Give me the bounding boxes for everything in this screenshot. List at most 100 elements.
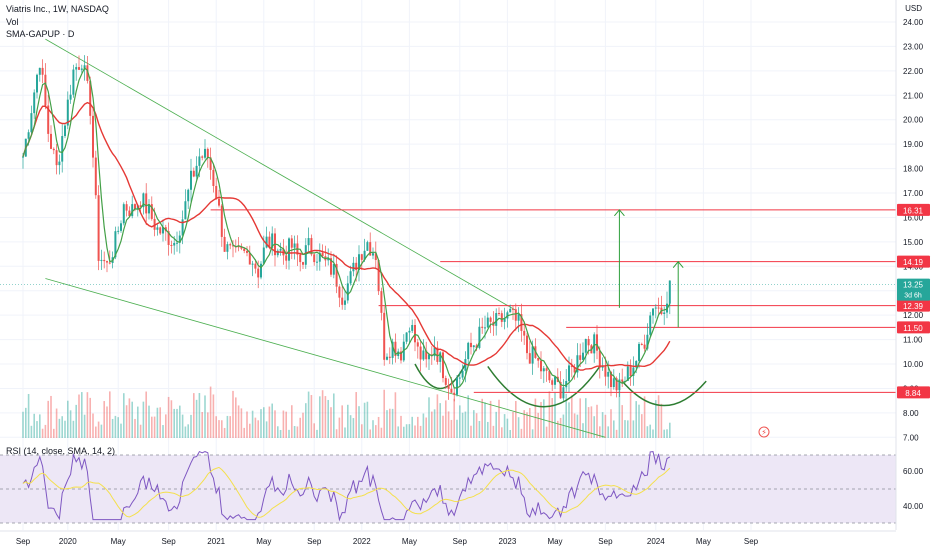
candle-body [596,334,598,351]
symbol-title[interactable]: Viatris Inc., 1W, NASDAQ [6,4,109,14]
volume-bar [629,392,632,438]
volume-bar [361,424,363,438]
volume-bar [498,399,500,438]
candle-body [327,258,330,261]
candle-body [86,65,89,81]
volume-bar [593,416,595,438]
volume-bar [117,417,119,438]
x-tick-label: 2020 [59,537,77,546]
candle-body [456,378,458,395]
candle-body [41,67,44,75]
volume-bar [204,395,206,438]
candle-body [481,326,484,328]
candle-body [551,380,554,385]
volume-bar [557,420,559,438]
candle-body [108,262,111,264]
volume-bar [495,411,497,438]
volume-bar [481,398,483,438]
volume-bar [47,400,49,438]
candle-body [318,252,321,262]
candle-body [58,161,61,166]
volume-bar [543,399,545,438]
candle-body [268,236,271,248]
candle-body [358,254,360,271]
x-tick-label: May [547,537,562,546]
volume-bar [333,393,335,438]
x-tick-label: May [256,537,271,546]
volume-bar [193,393,195,438]
candle-body [162,227,164,234]
candle-body [145,193,148,214]
candle-body [514,309,517,321]
x-tick-label: May [111,537,126,546]
candle-body [442,352,444,379]
volume-bar [383,389,385,438]
candle-body [436,347,439,362]
candle-body [503,318,506,322]
volume-bar [489,400,492,438]
volume-bar [109,391,111,438]
candle-body [374,253,377,261]
level-badge [897,255,930,268]
candle-body [122,204,125,224]
candle-body [50,133,52,149]
volume-bar [559,417,562,438]
volume-bar [41,428,44,438]
candle-body [215,185,218,199]
candle-body [537,357,540,361]
volume-label[interactable]: Vol [6,17,19,27]
volume-bar [319,396,321,438]
candle-body [69,94,72,100]
candle-body [173,242,176,246]
x-tick-label: Sep [598,537,613,546]
volume-bar [484,402,486,438]
volume-bar [657,395,660,438]
candle-body [461,370,464,378]
x-tick-label: 2024 [647,537,665,546]
volume-bar [201,412,203,438]
volume-bar [666,429,668,438]
volume-bar [106,406,108,438]
volume-bars [22,386,671,438]
candle-body [433,347,436,357]
volume-bar [310,395,313,438]
rsi-label[interactable]: RSI (14, close, SMA, 14, 2) [6,446,116,456]
volume-bar [529,408,531,438]
indicator-label[interactable]: SMA-GAPUP · D [6,29,75,39]
candle-body [72,69,75,95]
volume-bar [335,429,338,438]
y-tick-label: 18.00 [903,165,924,174]
candle-body [33,92,36,114]
candle-body [134,204,136,210]
candle-body [66,99,69,126]
volume-bar [386,410,388,438]
volume-bar [442,415,444,438]
volume-bar [139,424,142,438]
target-arrow-head [672,260,684,268]
volume-bar [67,400,69,438]
candle-body [604,366,607,377]
volume-bar [263,407,265,438]
rsi-tick-label: 60.00 [903,467,924,476]
volume-bar [517,417,520,438]
volume-bar [302,412,304,438]
candle-body [540,360,542,372]
candle-body [621,379,624,382]
volume-bar [53,428,55,438]
x-tick-label: 2022 [353,537,371,546]
candle-body [201,156,204,158]
currency-label[interactable]: USD [905,4,922,13]
volume-bar [198,393,201,438]
candle-body [92,115,94,158]
candle-body [582,352,584,360]
volume-bar [131,401,133,438]
candle-body [587,338,590,346]
y-tick-label: 17.00 [903,189,924,198]
volume-bar [515,401,517,438]
candle-body [156,227,159,230]
lightning-glyph: ⚡ [761,428,767,437]
candle-body [526,335,528,354]
candle-body [330,258,332,275]
candle-body [148,204,150,214]
rsi-line [22,450,671,522]
